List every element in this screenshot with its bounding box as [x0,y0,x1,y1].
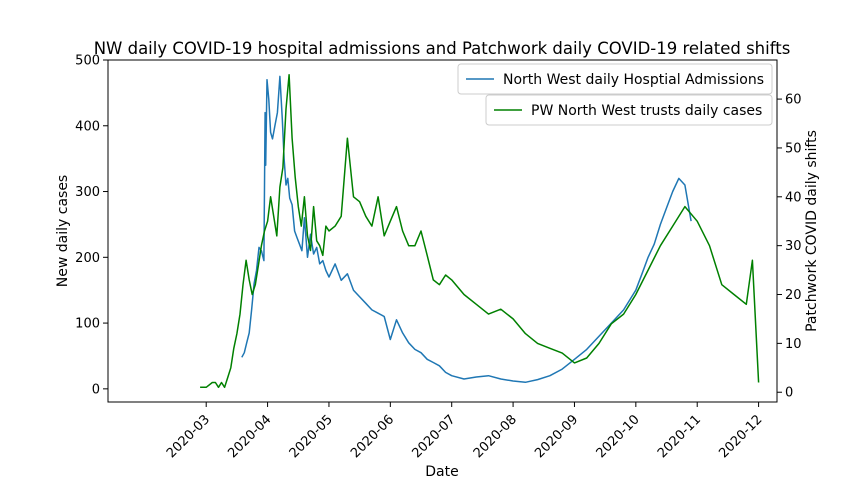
series-group [200,73,760,389]
legend-shifts: PW North West trusts daily cases [485,94,773,126]
y-axis-left: 0 100 200 300 400 500 [75,54,108,397]
shifts-line [200,73,760,389]
y-axis-left-label: New daily cases [55,175,71,287]
x-axis-label: Date [425,464,458,480]
legend-box [485,94,773,126]
y-right-tick-label: 50 [785,141,802,156]
y-left-tick-label: 100 [75,317,100,332]
y-left-tick-label: 400 [75,119,100,134]
y-right-tick-label: 60 [785,93,802,108]
admissions-line [241,75,692,384]
y-axis-right-label: Patchwork COVID daily shifts [804,130,820,332]
y-right-tick-label: 30 [785,239,802,254]
y-left-tick-label: 200 [75,251,100,266]
y-left-tick-label: 300 [75,185,100,200]
legend-label-shifts: PW North West trusts daily cases [531,103,762,119]
y-axis-right: 0 10 20 30 40 50 60 [777,93,802,401]
plot-frame [107,59,778,403]
chart-title: NW daily COVID-19 hospital admissions an… [94,39,791,58]
y-left-tick-label: 500 [75,54,100,69]
y-left-tick-label: 0 [92,382,100,397]
legend-label-admissions: North West daily Hosptial Admissions [503,72,764,88]
y-right-tick-label: 20 [785,288,802,303]
y-right-tick-label: 0 [785,386,793,401]
legend-admissions: North West daily Hosptial Admissions [457,63,773,95]
y-right-tick-label: 40 [785,190,802,205]
y-right-tick-label: 10 [785,337,802,352]
legend-box [457,63,773,95]
